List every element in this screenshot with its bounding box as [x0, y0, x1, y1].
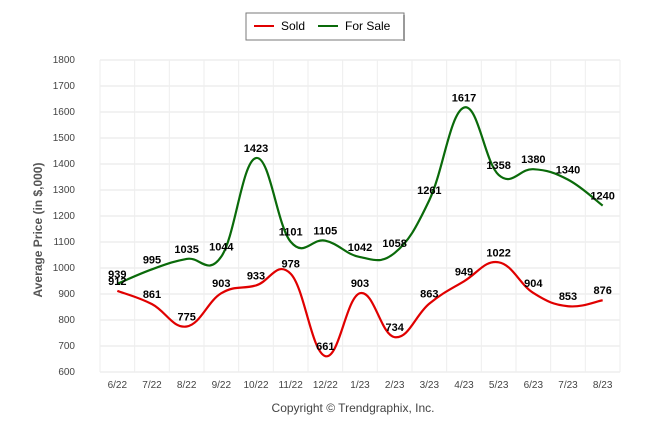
data-label: 1358	[486, 160, 510, 172]
y-tick-label: 700	[58, 341, 75, 352]
series-lines	[116, 106, 604, 358]
data-label: 903	[351, 278, 369, 290]
y-tick-label: 800	[58, 315, 75, 326]
x-tick-label: 11/22	[279, 380, 304, 391]
data-label: 1058	[382, 238, 406, 250]
y-tick-label: 1100	[53, 237, 75, 248]
data-label: 1617	[452, 93, 476, 105]
x-tick-label: 7/23	[558, 380, 578, 391]
legend-label: Sold	[281, 19, 305, 33]
x-tick-label: 5/23	[489, 380, 509, 391]
x-tick-label: 6/22	[108, 380, 128, 391]
data-label: 949	[455, 266, 473, 278]
data-label: 661	[316, 341, 334, 353]
x-tick-label: 3/23	[420, 380, 440, 391]
y-axis-title: Average Price (in $,000)	[31, 163, 45, 298]
data-label: 1423	[244, 143, 268, 155]
y-tick-label: 1400	[53, 159, 76, 170]
data-label: 903	[212, 278, 230, 290]
y-axis: 600 700 800 900 1000 1100 1200 1300 1400 1500 1600…	[53, 55, 76, 378]
x-tick-label: 2/23	[385, 380, 405, 391]
x-tick-label: 8/22	[177, 380, 197, 391]
x-tick-label: 10/22	[243, 380, 268, 391]
x-tick-label: 1/23	[350, 380, 370, 391]
data-label: 861	[143, 289, 161, 301]
x-axis: 6/22 7/22 8/22 9/22 10/22 11/22 12/22 1/23 2/23 3…	[108, 380, 613, 391]
y-tick-label: 1800	[53, 55, 76, 66]
y-tick-label: 1200	[53, 211, 76, 222]
data-label: 912	[108, 276, 126, 288]
y-tick-label: 1600	[53, 107, 76, 118]
data-labels: 912 861 775 903 933 978 661 903 734 863 949 1022 904…	[108, 93, 615, 354]
data-label: 734	[385, 322, 404, 334]
data-label: 1044	[209, 242, 234, 254]
data-label: 904	[524, 278, 543, 290]
data-label: 863	[420, 289, 438, 301]
y-tick-label: 1500	[53, 133, 76, 144]
data-label: 1105	[313, 226, 337, 238]
x-tick-label: 8/23	[593, 380, 613, 391]
data-label: 1261	[417, 185, 441, 197]
data-label: 1101	[279, 227, 303, 239]
data-label: 853	[559, 291, 577, 303]
y-tick-label: 1700	[53, 81, 76, 92]
x-tick-label: 7/22	[142, 380, 162, 391]
copyright-text: Copyright © Trendgraphix, Inc.	[272, 401, 435, 415]
data-label: 995	[143, 254, 161, 266]
data-label: 978	[281, 259, 299, 271]
grid	[99, 59, 621, 373]
y-tick-label: 600	[58, 367, 75, 378]
legend: Sold For Sale	[245, 12, 405, 41]
data-label: 775	[177, 312, 195, 324]
y-tick-label: 1000	[53, 263, 76, 274]
data-label: 1042	[348, 242, 372, 254]
data-label: 1022	[486, 247, 510, 259]
x-tick-label: 12/22	[313, 380, 338, 391]
legend-label: For Sale	[345, 19, 391, 33]
x-tick-label: 6/23	[524, 380, 544, 391]
data-label: 1240	[590, 191, 614, 203]
x-tick-label: 4/23	[454, 380, 474, 391]
data-label: 1340	[556, 165, 580, 177]
data-label: 1035	[174, 244, 198, 256]
data-label: 933	[247, 270, 265, 282]
data-label: 939	[108, 269, 126, 281]
series-line-for-sale	[116, 106, 604, 285]
data-label: 876	[593, 285, 611, 297]
x-tick-label: 9/22	[212, 380, 232, 391]
data-label: 1380	[521, 154, 545, 166]
y-tick-label: 1300	[53, 185, 76, 196]
series-line-sold	[116, 260, 603, 358]
y-tick-label: 900	[58, 289, 75, 300]
